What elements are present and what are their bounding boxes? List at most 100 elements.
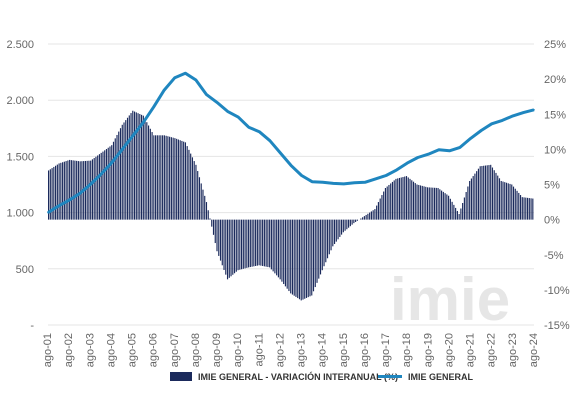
bar-mark xyxy=(191,157,194,220)
bar-mark xyxy=(65,161,67,220)
bar-mark xyxy=(416,184,418,220)
bar-mark xyxy=(77,161,79,220)
bar-mark xyxy=(435,187,437,220)
bar-mark xyxy=(425,186,427,220)
line-point xyxy=(57,205,60,207)
bar-mark xyxy=(469,180,471,220)
bar-mark xyxy=(365,214,367,220)
line-point xyxy=(364,181,366,184)
x-tick-label: ago-10 xyxy=(232,333,244,367)
bar-mark xyxy=(211,219,213,227)
bar-mark xyxy=(321,219,323,271)
bar-mark xyxy=(484,165,487,220)
bar-mark xyxy=(393,180,395,220)
x-tick-label: ago-03 xyxy=(84,333,96,367)
bar-mark xyxy=(274,219,276,274)
bar-mark xyxy=(486,165,488,220)
bar-mark xyxy=(490,164,492,220)
legend-bar-label: IMIE GENERAL - VARIACIÓN INTERANUAL (%) xyxy=(198,371,398,382)
bar-mark xyxy=(286,219,288,289)
bar-mark xyxy=(155,135,157,220)
line-point xyxy=(216,101,218,104)
bar-mark xyxy=(169,136,171,220)
bar-mark xyxy=(277,219,279,278)
bar-mark xyxy=(319,219,322,275)
line-point xyxy=(226,110,229,113)
bar-mark xyxy=(304,219,306,299)
line-point xyxy=(395,169,398,171)
bar-mark xyxy=(451,201,453,220)
bar-mark xyxy=(137,113,139,220)
bar-mark xyxy=(441,190,443,220)
bar-mark xyxy=(369,212,371,220)
bar-mark xyxy=(414,183,416,220)
bar-mark xyxy=(58,163,60,220)
bar-mark xyxy=(93,158,95,220)
bar-mark xyxy=(177,139,179,220)
bar-mark xyxy=(326,219,329,259)
watermark-text: imie xyxy=(390,266,510,333)
line-point xyxy=(195,79,197,81)
line-point xyxy=(438,148,440,151)
line-point xyxy=(247,126,250,128)
bar-mark xyxy=(105,149,108,220)
bar-mark xyxy=(260,219,262,266)
bar-mark xyxy=(109,146,111,220)
bar-mark xyxy=(432,187,434,220)
bar-mark xyxy=(342,219,344,233)
bar-mark xyxy=(244,219,246,269)
bar-mark xyxy=(348,219,350,228)
bar-mark xyxy=(151,132,153,220)
bar-mark xyxy=(91,159,94,220)
bar-mark xyxy=(272,219,274,272)
bar-mark xyxy=(295,219,297,297)
bar-mark xyxy=(463,197,465,220)
bar-mark xyxy=(391,181,394,220)
line-point xyxy=(47,211,49,214)
bar-mark xyxy=(114,138,116,220)
line-point xyxy=(78,192,81,195)
bar-mark xyxy=(351,219,353,225)
bar-mark xyxy=(381,195,383,220)
line-point xyxy=(459,146,461,149)
bar-mark xyxy=(298,219,301,300)
bar-mark xyxy=(214,219,216,244)
bar-mark xyxy=(288,219,290,292)
bar-mark xyxy=(418,184,420,220)
bar-mark xyxy=(142,115,144,220)
bar-mark xyxy=(305,219,308,298)
bar-mark xyxy=(290,219,292,294)
x-tick-label: ago-16 xyxy=(359,333,371,367)
bar-mark xyxy=(377,202,380,220)
bar-mark xyxy=(509,183,511,220)
bar-mark xyxy=(63,161,65,220)
bar-mark xyxy=(97,155,99,220)
bar-mark xyxy=(95,156,97,220)
bar-mark xyxy=(363,216,365,220)
bar-mark xyxy=(218,219,220,256)
bar-mark xyxy=(162,135,164,220)
line-point xyxy=(311,180,313,183)
line-point xyxy=(300,174,303,177)
bar-mark xyxy=(176,138,178,220)
bar-mark xyxy=(48,170,50,220)
line-point xyxy=(205,93,208,96)
bar-mark xyxy=(107,147,109,220)
bar-mark xyxy=(200,183,202,220)
bar-mark xyxy=(504,182,506,220)
bar-mark xyxy=(353,219,355,224)
right-tick-label: 10% xyxy=(544,144,566,156)
bar-mark xyxy=(116,134,118,220)
bar-mark xyxy=(246,219,248,268)
bar-mark xyxy=(179,140,181,220)
bar-mark xyxy=(79,161,81,220)
bar-mark xyxy=(449,198,451,220)
bar-mark xyxy=(453,204,455,220)
bar-mark xyxy=(121,124,123,220)
bar-mark xyxy=(284,219,287,287)
line-point xyxy=(121,148,123,151)
bar-mark xyxy=(398,177,401,220)
line-point xyxy=(290,164,292,167)
bar-mark xyxy=(325,219,327,263)
bar-mark xyxy=(198,177,201,220)
